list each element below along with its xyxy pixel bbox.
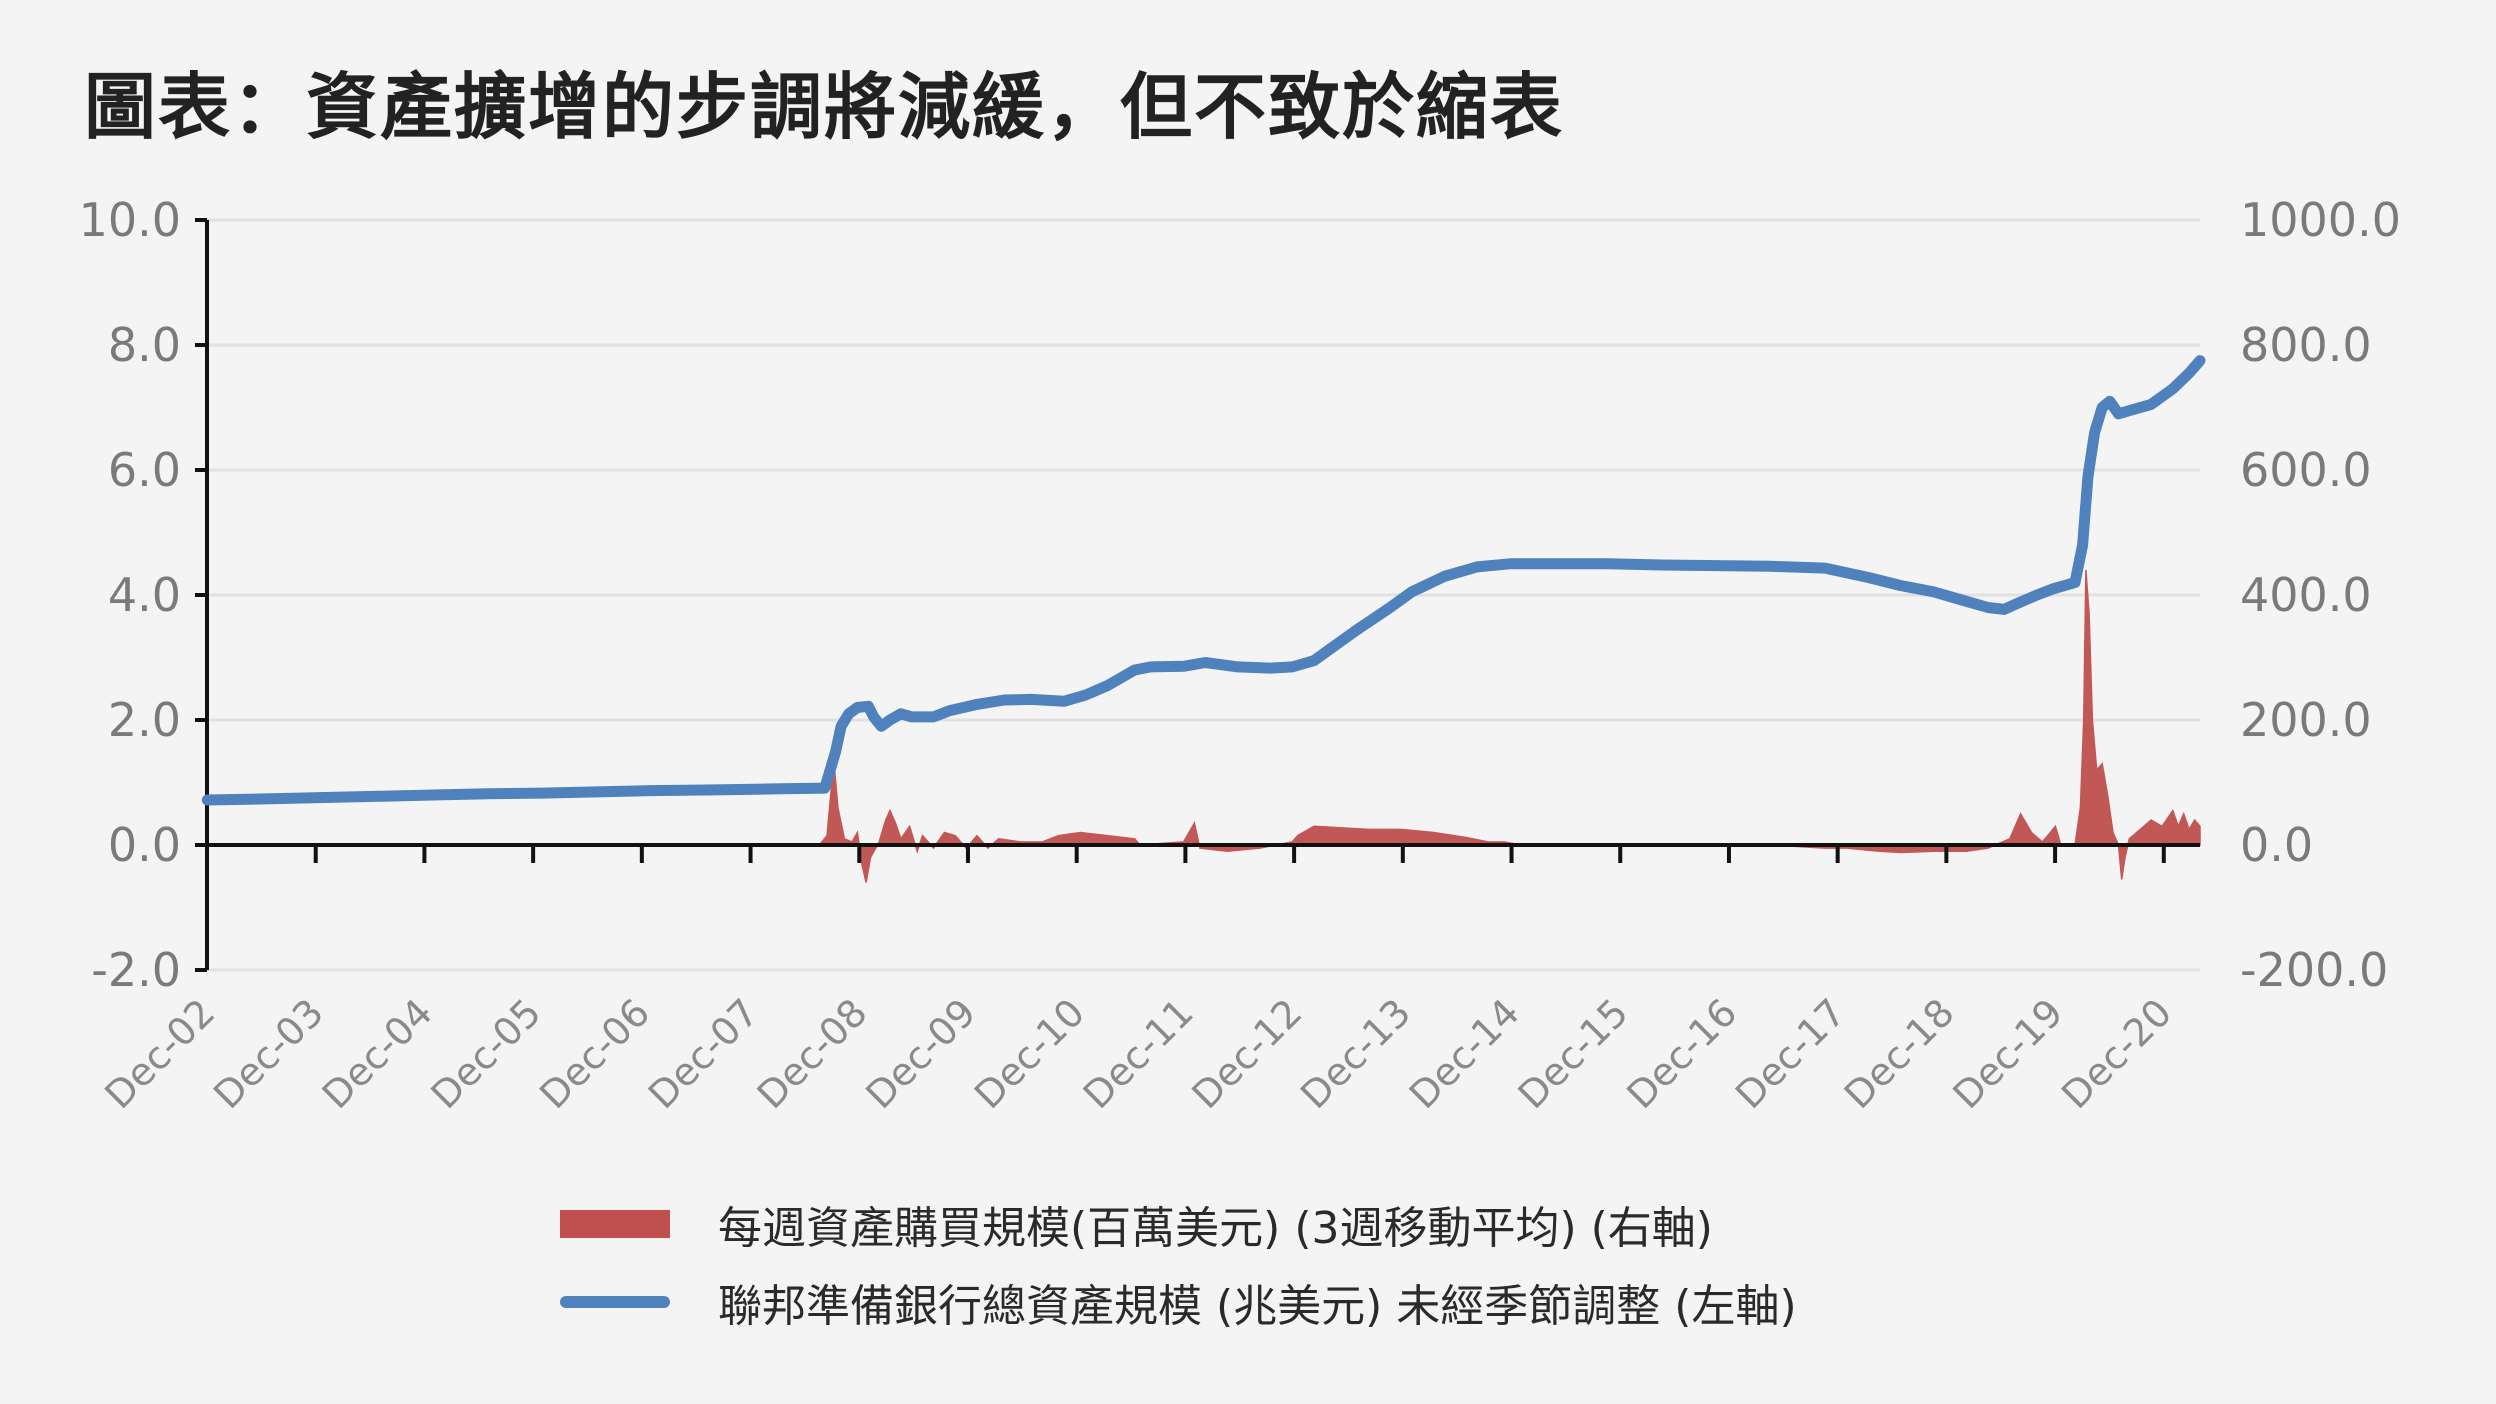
x-tick-label: Dec-15 xyxy=(1510,990,1637,1117)
fed-total-assets-line xyxy=(201,355,2206,806)
y-right-tick-label: -200.0 xyxy=(2240,943,2388,997)
y-right-tick-label: 600.0 xyxy=(2240,443,2372,497)
x-tick-label: Dec-07 xyxy=(640,990,767,1117)
asset-purchases-area xyxy=(207,569,2201,883)
x-tick-label: Dec-12 xyxy=(1183,990,1310,1117)
x-tick-label: Dec-04 xyxy=(314,990,441,1117)
x-tick-label: Dec-03 xyxy=(205,990,332,1117)
legend-entry-total-assets: 聯邦準備銀行總資產規模 (兆美元) 未經季節調整 (左軸) xyxy=(560,1263,1797,1341)
x-tick-label: Dec-10 xyxy=(966,990,1093,1117)
y-right-tick-label: 1000.0 xyxy=(2240,193,2401,247)
y-right-tick-label: 800.0 xyxy=(2240,318,2372,372)
legend-swatch-total-assets xyxy=(560,1296,670,1308)
legend-label-total-assets: 聯邦準備銀行總資產規模 (兆美元) 未經季節調整 (左軸) xyxy=(718,1281,1797,1332)
x-tick-label: Dec-11 xyxy=(1075,990,1202,1117)
y-right-tick-label: 200.0 xyxy=(2240,693,2372,747)
x-tick-label: Dec-06 xyxy=(531,990,658,1117)
legend-swatch-purchases xyxy=(560,1210,670,1238)
y-left-tick-label: 2.0 xyxy=(108,693,181,747)
x-tick-label: Dec-02 xyxy=(96,990,223,1117)
chart-legend: 每週資產購買規模(百萬美元) (3週移動平均) (右軸) 聯邦準備銀行總資產規模… xyxy=(560,1185,1797,1341)
x-tick-label: Dec-09 xyxy=(857,990,984,1117)
x-tick-label: Dec-17 xyxy=(1727,990,1854,1117)
y-right-tick-label: 400.0 xyxy=(2240,568,2372,622)
x-tick-label: Dec-18 xyxy=(1836,990,1963,1117)
legend-label-purchases: 每週資產購買規模(百萬美元) (3週移動平均) (右軸) xyxy=(718,1203,1713,1254)
x-tick-label: Dec-14 xyxy=(1401,990,1528,1117)
y-left-tick-label: 4.0 xyxy=(108,568,181,622)
x-tick-label: Dec-16 xyxy=(1618,990,1745,1117)
x-tick-label: Dec-08 xyxy=(749,990,876,1117)
y-left-tick-label: 10.0 xyxy=(79,193,181,247)
x-tick-label: Dec-13 xyxy=(1292,990,1419,1117)
y-left-tick-label: 8.0 xyxy=(108,318,181,372)
x-tick-label: Dec-20 xyxy=(2053,990,2180,1117)
chart-title: 圖表：資產擴增的步調將減緩，但不致於縮表 xyxy=(84,65,1565,149)
y-left-tick-label: 0.0 xyxy=(108,818,181,872)
legend-entry-purchases: 每週資產購買規模(百萬美元) (3週移動平均) (右軸) xyxy=(560,1185,1797,1263)
x-tick-label: Dec-05 xyxy=(422,990,549,1117)
x-tick-label: Dec-19 xyxy=(1944,990,2071,1117)
y-right-tick-label: 0.0 xyxy=(2240,818,2313,872)
y-left-tick-label: -2.0 xyxy=(91,943,181,997)
y-left-tick-label: 6.0 xyxy=(108,443,181,497)
